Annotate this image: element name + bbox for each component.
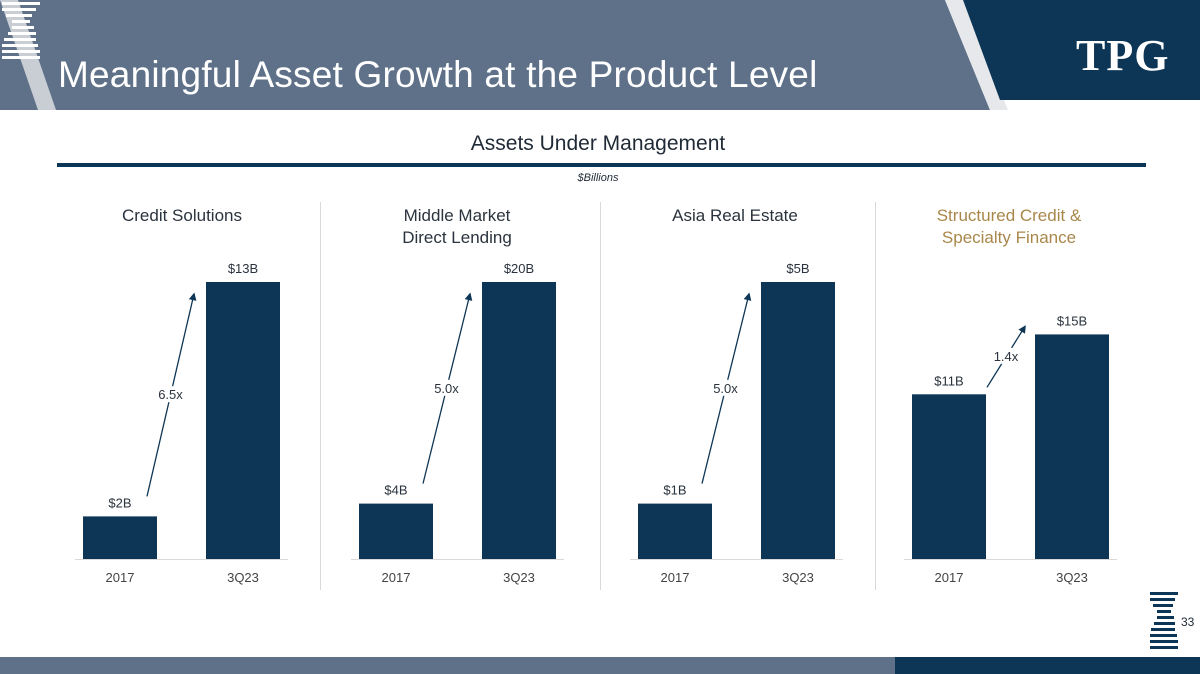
growth-label-bg <box>710 379 741 396</box>
x-tick-label: 3Q23 <box>1056 570 1088 585</box>
bar-value-label: $1B <box>663 483 686 498</box>
chart-title-asia-real-estate: Asia Real Estate <box>672 206 798 225</box>
header-banner: Meaningful Asset Growth at the Product L… <box>0 0 1200 110</box>
tpg-logo-icon <box>2 2 40 59</box>
bar-value-label: $2B <box>108 495 131 510</box>
header-panel <box>0 0 990 110</box>
chart-divider <box>320 202 321 590</box>
x-tick-label: 2017 <box>661 570 690 585</box>
tpg-small-logo-icon <box>1150 592 1178 649</box>
bar-3q23 <box>761 282 835 559</box>
x-tick-label: 2017 <box>382 570 411 585</box>
bar-2017 <box>83 516 157 559</box>
bar-2017 <box>359 503 433 559</box>
bar-value-label: $4B <box>384 483 407 498</box>
chart-title-structured-credit: Structured Credit & Specialty Finance <box>889 205 1129 249</box>
bar-2017 <box>638 503 712 559</box>
bar-value-label: $20B <box>504 261 534 276</box>
header-logo-panel <box>963 0 1200 100</box>
growth-multiple-label: 1.4x <box>994 349 1019 364</box>
growth-multiple-label: 5.0x <box>434 381 459 396</box>
bar-3q23 <box>482 282 556 559</box>
x-tick-label: 2017 <box>935 570 964 585</box>
bar-3q23 <box>1035 334 1109 559</box>
bar-value-label: $13B <box>228 261 258 276</box>
page-title: Meaningful Asset Growth at the Product L… <box>58 54 818 95</box>
chart-divider <box>600 202 601 590</box>
bar-value-label: $5B <box>786 261 809 276</box>
section-title: Assets Under Management <box>470 132 726 155</box>
footer-bar-dark <box>895 657 1200 674</box>
units-label: $Billions <box>577 172 619 184</box>
growth-multiple-label: 6.5x <box>158 387 183 402</box>
bar-2017 <box>912 394 986 559</box>
brand-wordmark: TPG <box>1076 31 1170 80</box>
x-tick-label: 3Q23 <box>503 570 535 585</box>
bar-value-label: $11B <box>934 373 963 388</box>
chart-title-credit-solutions: Credit Solutions <box>121 206 242 225</box>
growth-label-bg <box>431 379 462 396</box>
footer-bar <box>0 657 895 674</box>
x-tick-label: 2017 <box>106 570 135 585</box>
growth-multiple-label: 5.0x <box>713 381 738 396</box>
page-number: 33 <box>1181 615 1195 629</box>
growth-label-bg <box>155 386 186 403</box>
bar-3q23 <box>206 282 280 559</box>
x-tick-label: 3Q23 <box>227 570 259 585</box>
header-stripe-right <box>945 0 1008 110</box>
chart-title-middle-market-text: Middle Market Direct Lending <box>402 206 512 247</box>
chart-title-middle-market: Middle Market Direct Lending <box>337 205 577 249</box>
chart-title-structured-credit-text: Structured Credit & Specialty Finance <box>936 206 1082 247</box>
x-tick-label: 3Q23 <box>782 570 814 585</box>
chart-divider <box>875 202 876 590</box>
growth-label-bg <box>991 347 1021 364</box>
bar-value-label: $15B <box>1057 313 1087 328</box>
section-rule <box>57 163 1146 167</box>
